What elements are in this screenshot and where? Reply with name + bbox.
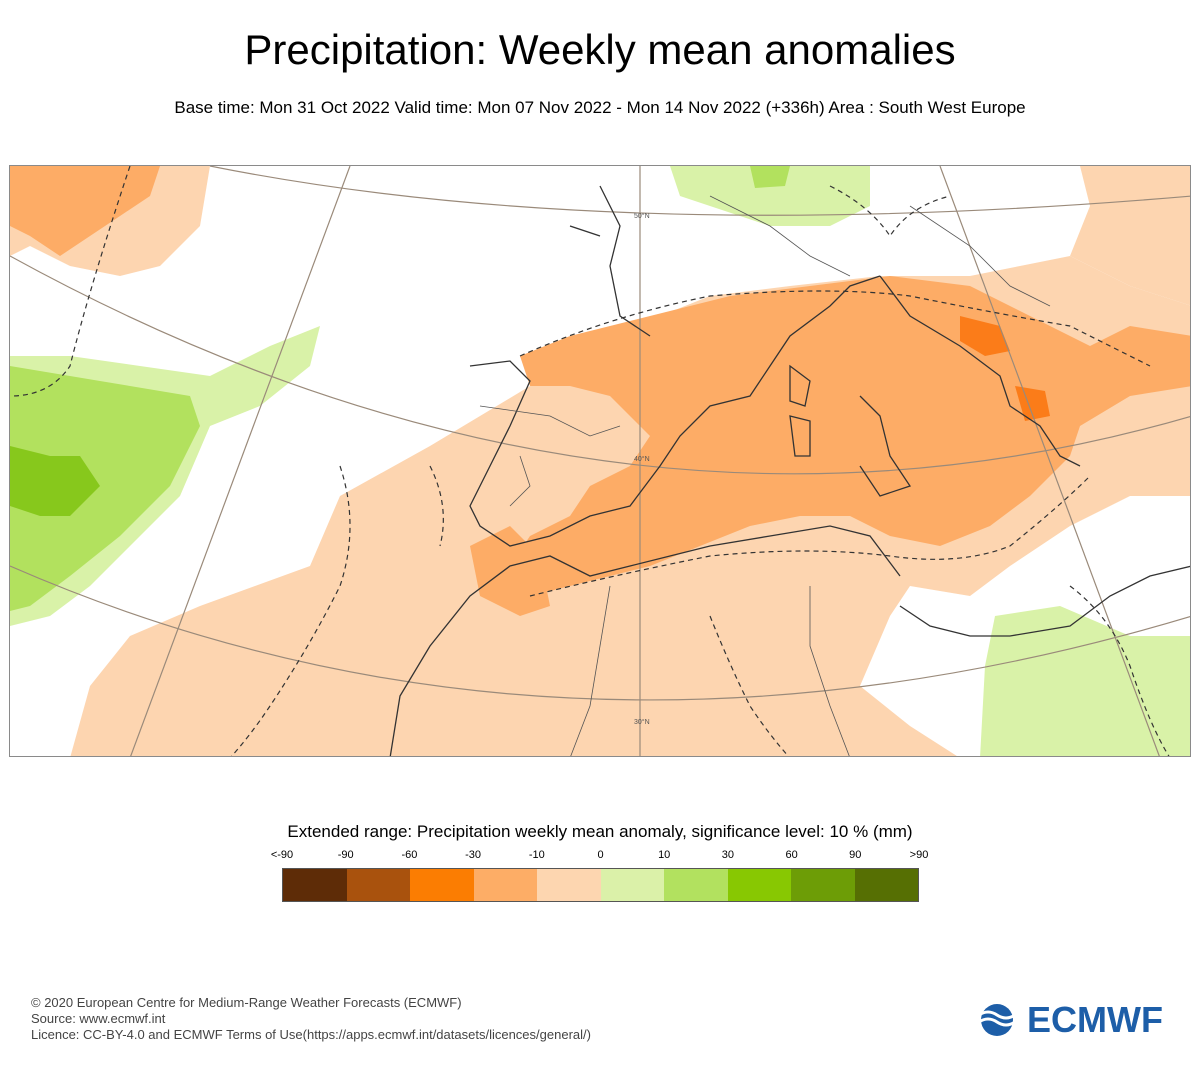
legend-label: >90: [909, 849, 929, 861]
legend-label: 30: [721, 849, 735, 861]
wet-mid-region-west: [10, 366, 200, 611]
coastlines: [389, 185, 1190, 756]
legend-swatch: [600, 869, 664, 901]
legend-label: -60: [401, 849, 418, 861]
footer: © 2020 European Centre for Medium-Range …: [31, 995, 591, 1043]
wet-light-region-north: [670, 166, 870, 226]
legend-label: -30: [465, 849, 482, 861]
dry-strong-region-adriatic: [960, 316, 1010, 356]
dry-strong-region-greece: [1015, 386, 1050, 421]
legend-swatch: [791, 869, 855, 901]
wet-mid-region-north: [750, 166, 790, 188]
legend-swatch: [727, 869, 791, 901]
significance-contours: [10, 166, 1170, 756]
dry-mid-region-nw: [10, 166, 160, 256]
ecmwf-logo-text: ECMWF: [1027, 999, 1163, 1040]
ecmwf-logo-icon: [978, 1004, 1016, 1036]
legend-labels: <-90 -90 -60 -30 -10 0 10 30 60 90 >90: [271, 849, 929, 863]
wet-strong-region-west: [10, 446, 100, 516]
chart-title: Precipitation: Weekly mean anomalies: [244, 26, 956, 73]
footer-copyright: © 2020 European Centre for Medium-Range …: [31, 995, 462, 1010]
legend-label: 10: [658, 849, 671, 861]
footer-licence: Licence: CC-BY-4.0 and ECMWF Terms of Us…: [31, 1027, 591, 1042]
legend-label: -90: [337, 849, 354, 861]
legend-label: 90: [849, 849, 862, 861]
dry-mid-region-morocco: [470, 526, 550, 616]
chart-subtitle: Base time: Mon 31 Oct 2022 Valid time: M…: [174, 98, 1026, 117]
country-borders: [479, 195, 1051, 756]
anomaly-map: 50°N 40°N 30°N: [9, 165, 1191, 757]
legend-swatch: [410, 869, 474, 901]
wet-light-region-southeast: [980, 606, 1190, 756]
legend-title: Extended range: Precipitation weekly mea…: [287, 822, 913, 841]
legend-label: 60: [785, 849, 798, 861]
legend-label: -10: [528, 849, 545, 861]
legend-label: <-90: [270, 849, 294, 861]
dry-mid-region-mediterranean: [510, 276, 1190, 596]
legend-swatch: [473, 869, 537, 901]
map-svg: 50°N 40°N 30°N: [10, 166, 1190, 756]
legend-label: 0: [597, 849, 604, 861]
legend-swatch: [283, 869, 347, 901]
legend-color-bar: [282, 868, 919, 902]
legend-swatch: [854, 869, 918, 901]
footer-source: Source: www.ecmwf.int: [31, 1011, 166, 1026]
latitude-label-50: 50°N: [634, 212, 650, 220]
latitude-label-30: 30°N: [634, 718, 650, 726]
ecmwf-logo: ECMWF: [973, 999, 1173, 1040]
legend-swatch: [537, 869, 601, 901]
graticule: [10, 166, 1190, 756]
latitude-label-40: 40°N: [634, 455, 650, 463]
legend-swatch: [346, 869, 410, 901]
dry-light-region-east: [1070, 166, 1190, 306]
legend-swatch: [664, 869, 728, 901]
